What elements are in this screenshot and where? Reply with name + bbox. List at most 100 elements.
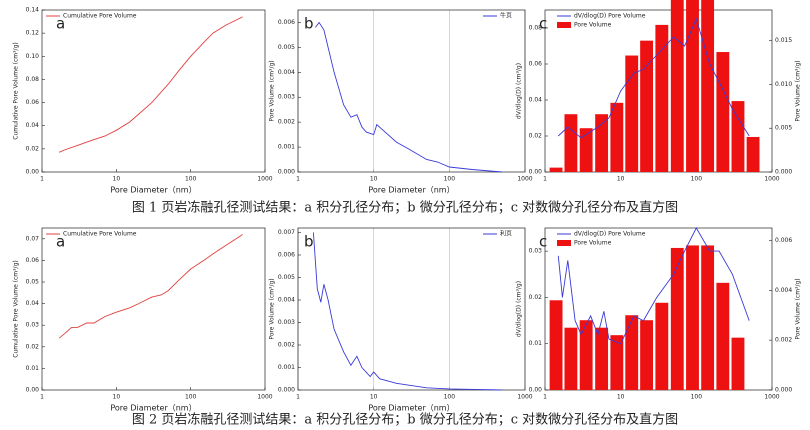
plot-frame: [297, 227, 526, 391]
series-line: [557, 17, 750, 139]
y-tick-label: 0.04: [26, 300, 40, 307]
x-tick-label: 10: [113, 176, 121, 183]
bar: [579, 128, 593, 172]
bar: [686, 0, 699, 173]
y-tick-label: 0.10: [26, 53, 40, 60]
x-tick-label: 100: [444, 176, 456, 183]
bar: [670, 0, 684, 173]
legend-swatch: [557, 240, 571, 246]
y-tick-label: 0.03: [529, 248, 543, 255]
y-tick-label: 0.12: [26, 30, 40, 37]
plot-frame: [297, 9, 526, 173]
bar: [625, 55, 639, 172]
bar: [625, 315, 639, 390]
x-tick-label: 1: [296, 176, 300, 183]
legend-label: Cumulative Pore Volume: [63, 13, 137, 20]
x-tick-label: 1000: [764, 394, 779, 401]
y-tick-label: 0.005: [278, 274, 295, 281]
series-line: [58, 16, 243, 153]
bar: [655, 302, 669, 390]
series-line: [58, 234, 243, 339]
bar: [655, 24, 669, 172]
bar: [579, 320, 593, 390]
y-tick-label: 0.003: [278, 319, 295, 326]
y-tick-label: 0.006: [278, 252, 295, 259]
bar: [610, 102, 624, 172]
y2-axis-label: Pore Volume (cm³/g): [795, 278, 802, 339]
panel-letter: a: [56, 15, 65, 33]
x-tick-label: 100: [444, 394, 456, 401]
legend-label: 牛页: [500, 12, 512, 20]
y-axis-label: Pore Volume (cm³/g): [269, 278, 276, 339]
caption: 图 2 页岩冻融孔径测试结果：a 积分孔径分布；b 微分孔径分布；c 对数微分孔…: [132, 412, 678, 428]
plot-frame: [41, 9, 266, 173]
y-axis-label: Cumulative Pore Volume (cm³/g): [13, 42, 20, 139]
y2-tick-label: 0.015: [775, 37, 792, 44]
bar: [670, 247, 684, 390]
x-tick-label: 10: [370, 394, 378, 401]
series-line: [315, 21, 503, 173]
y-tick-label: 0.000: [278, 169, 295, 176]
x-tick-label: 1: [40, 394, 44, 401]
x-tick-label: 100: [185, 394, 197, 401]
x-axis-label: Pore Diameter（nm）: [368, 186, 454, 195]
x-tick-label: 1000: [517, 176, 532, 183]
y-tick-label: 0.01: [529, 340, 543, 347]
bar: [549, 300, 563, 390]
bar: [549, 167, 563, 172]
legend-label: dV/dlog(D) Pore Volume: [574, 231, 646, 238]
series-line: [557, 227, 750, 345]
y-tick-label: 0.02: [529, 294, 543, 301]
y-tick-label: 0.001: [278, 364, 295, 371]
y2-tick-label: 0.004: [775, 287, 792, 294]
legend-label: Pore Volume: [574, 240, 612, 247]
bar: [640, 40, 654, 172]
legend-label: 利页: [500, 230, 512, 238]
series-line: [312, 232, 503, 391]
x-tick-label: 1: [543, 176, 547, 183]
x-tick-label: 100: [185, 176, 197, 183]
bar: [701, 0, 715, 172]
x-tick-label: 10: [617, 176, 625, 183]
caption: 图 1 页岩冻融孔径测试结果：a 积分孔径分布；b 微分孔径分布；c 对数微分孔…: [132, 200, 678, 216]
y-axis-label: dV/dlog(D) (cm³/g): [516, 63, 523, 119]
y-tick-label: 0.02: [529, 133, 543, 140]
y2-tick-label: 0.002: [775, 337, 792, 344]
y2-axis-label: Pore Volume (cm³/g): [795, 60, 802, 121]
legend-label: Cumulative Pore Volume: [63, 231, 137, 238]
bar: [746, 136, 760, 172]
y-tick-label: 0.04: [26, 122, 40, 129]
bar: [731, 337, 745, 390]
bar: [564, 114, 578, 172]
bar: [595, 114, 609, 172]
x-tick-label: 10: [113, 394, 121, 401]
bar: [716, 52, 730, 172]
y-tick-label: 0.06: [26, 99, 40, 106]
y-tick-label: 0.000: [278, 387, 295, 394]
x-tick-label: 1000: [517, 394, 532, 401]
bar: [686, 245, 699, 390]
bar: [595, 327, 609, 390]
legend-label: Pore Volume: [574, 22, 612, 29]
panel-letter: c: [539, 15, 547, 33]
y-axis-label: Cumulative Pore Volume (cm³/g): [13, 260, 20, 357]
x-axis-label: Pore Diameter（nm）: [368, 404, 454, 413]
y-tick-label: 0.00: [529, 169, 543, 176]
x-tick-label: 1000: [257, 394, 272, 401]
panel-letter: b: [304, 233, 314, 251]
x-axis-label: Pore Diameter（nm）: [110, 186, 196, 195]
y-tick-label: 0.03: [26, 322, 40, 329]
legend-label: dV/dlog(D) Pore Volume: [574, 13, 646, 20]
y-tick-label: 0.001: [278, 144, 295, 151]
x-tick-label: 1: [543, 394, 547, 401]
y-tick-label: 0.02: [26, 145, 40, 152]
y2-tick-label: 0.005: [775, 125, 792, 132]
y-tick-label: 0.08: [529, 25, 543, 32]
x-tick-label: 1000: [764, 176, 779, 183]
y-tick-label: 0.007: [278, 229, 295, 236]
panel-letter: a: [56, 233, 65, 251]
x-tick-label: 1000: [257, 176, 272, 183]
bar: [716, 282, 730, 390]
y-axis-label: dV/dlog(D) (cm³/g): [516, 281, 523, 337]
y-tick-label: 0.04: [529, 97, 543, 104]
